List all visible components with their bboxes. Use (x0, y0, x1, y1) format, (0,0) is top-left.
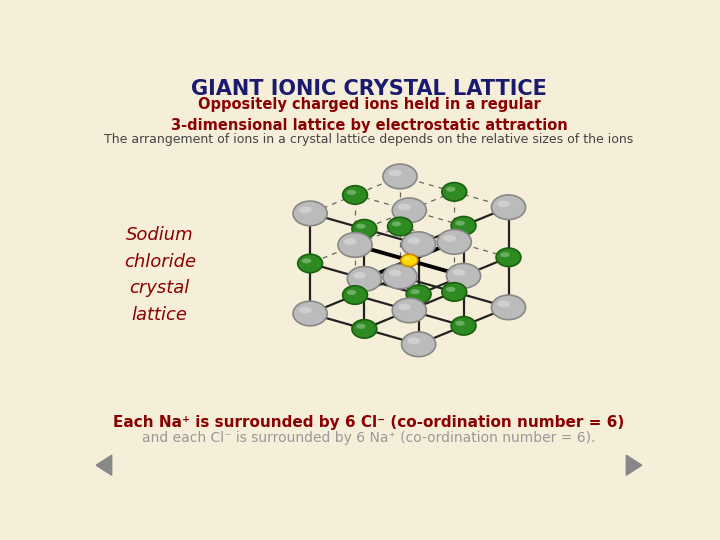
Ellipse shape (343, 286, 367, 304)
Text: Oppositely charged ions held in a regular
3-dimensional lattice by electrostatic: Oppositely charged ions held in a regula… (171, 97, 567, 133)
Ellipse shape (302, 258, 311, 264)
Ellipse shape (354, 272, 366, 279)
Ellipse shape (398, 303, 411, 310)
Ellipse shape (389, 170, 402, 177)
Ellipse shape (352, 220, 377, 238)
Ellipse shape (492, 295, 526, 320)
Ellipse shape (456, 221, 464, 226)
Ellipse shape (446, 187, 456, 192)
Ellipse shape (392, 298, 426, 323)
Ellipse shape (402, 232, 436, 256)
Ellipse shape (343, 186, 367, 204)
Ellipse shape (352, 320, 377, 338)
Ellipse shape (446, 264, 481, 288)
Polygon shape (626, 455, 642, 475)
Ellipse shape (398, 204, 411, 210)
Ellipse shape (392, 198, 426, 222)
Ellipse shape (356, 324, 366, 329)
Ellipse shape (338, 233, 372, 257)
Ellipse shape (443, 235, 456, 242)
Text: Each Na⁺ is surrounded by 6 Cl⁻ (co-ordination number = 6): Each Na⁺ is surrounded by 6 Cl⁻ (co-ordi… (113, 415, 625, 430)
Ellipse shape (392, 221, 401, 226)
Ellipse shape (347, 190, 356, 195)
Ellipse shape (402, 332, 436, 356)
Ellipse shape (299, 307, 312, 313)
Ellipse shape (293, 201, 327, 226)
Ellipse shape (406, 285, 431, 303)
Ellipse shape (446, 287, 456, 292)
Ellipse shape (451, 316, 476, 335)
Text: and each Cl⁻ is surrounded by 6 Na⁺ (co-ordination number = 6).: and each Cl⁻ is surrounded by 6 Na⁺ (co-… (143, 431, 595, 446)
Ellipse shape (496, 248, 521, 267)
Text: Sodium
chloride
crystal
lattice: Sodium chloride crystal lattice (124, 226, 196, 323)
Ellipse shape (297, 254, 323, 273)
Ellipse shape (451, 217, 476, 235)
Ellipse shape (389, 269, 402, 276)
Ellipse shape (356, 224, 366, 229)
Ellipse shape (401, 254, 418, 267)
Ellipse shape (383, 264, 417, 289)
Ellipse shape (347, 267, 382, 291)
Polygon shape (96, 455, 112, 475)
Text: The arrangement of ions in a crystal lattice depends on the relative sizes of th: The arrangement of ions in a crystal lat… (104, 132, 634, 146)
Text: GIANT IONIC CRYSTAL LATTICE: GIANT IONIC CRYSTAL LATTICE (191, 79, 547, 99)
Ellipse shape (410, 289, 420, 294)
Ellipse shape (442, 183, 467, 201)
Ellipse shape (408, 338, 420, 344)
Ellipse shape (498, 200, 510, 207)
Ellipse shape (404, 257, 410, 260)
Ellipse shape (387, 217, 413, 236)
Ellipse shape (442, 283, 467, 301)
Ellipse shape (293, 301, 327, 326)
Ellipse shape (500, 252, 510, 257)
Ellipse shape (408, 238, 420, 244)
Ellipse shape (347, 290, 356, 295)
Ellipse shape (452, 269, 465, 276)
Ellipse shape (299, 207, 312, 213)
Ellipse shape (383, 164, 417, 189)
Ellipse shape (498, 301, 510, 307)
Ellipse shape (492, 195, 526, 220)
Ellipse shape (344, 238, 356, 245)
Ellipse shape (437, 230, 472, 254)
Ellipse shape (456, 321, 464, 326)
